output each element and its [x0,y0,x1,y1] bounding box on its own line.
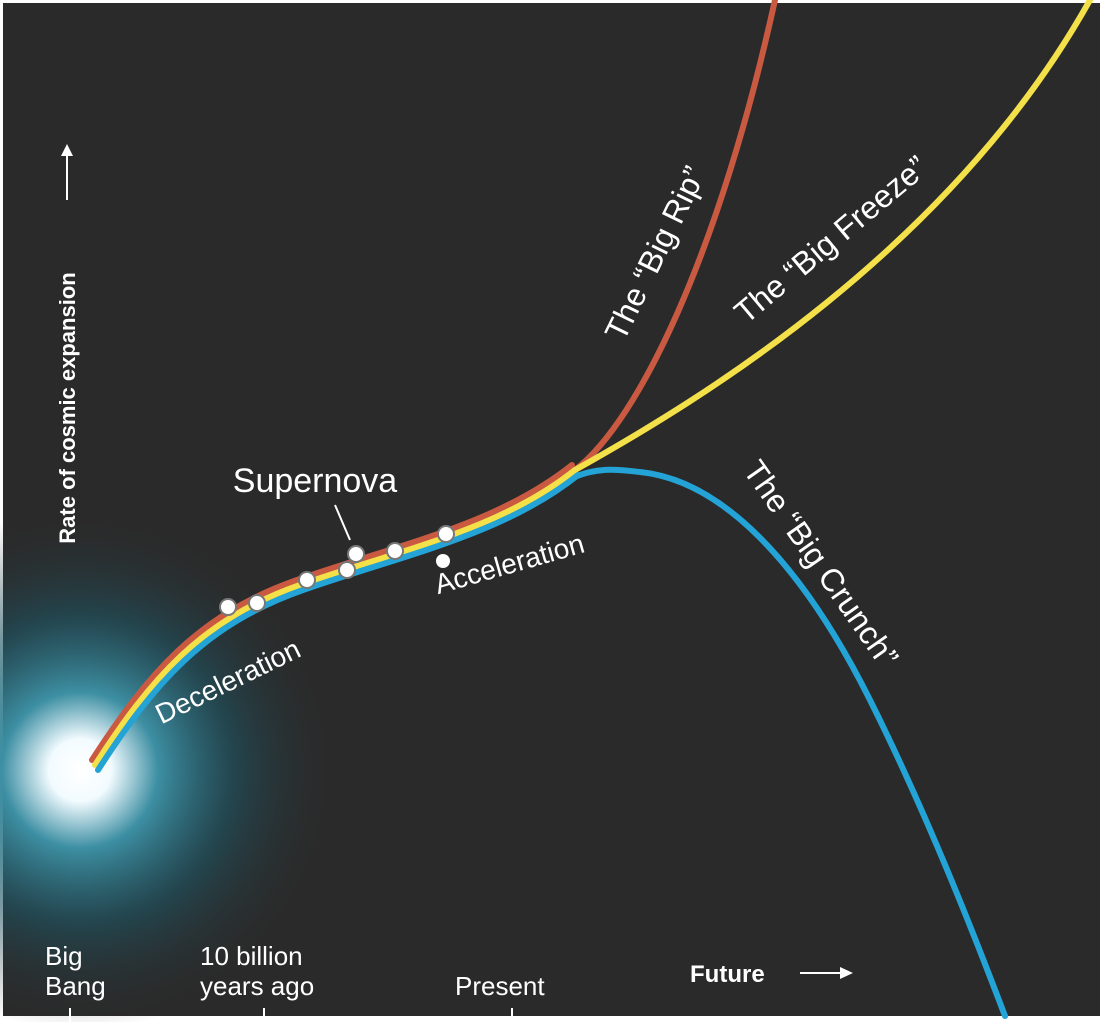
point [249,595,265,611]
point [387,543,403,559]
y-axis-label: Rate of cosmic expansion [55,272,80,543]
point [438,526,454,542]
line: Big [45,941,83,971]
line: years ago [200,971,314,1001]
point [348,546,364,562]
line: 10 billion [200,941,303,971]
line: Present [455,971,545,1001]
point [299,572,315,588]
timeline-label: Future [690,961,765,988]
point [339,562,355,578]
supernova-label: Supernova [233,462,398,500]
timeline-label: Present [455,971,545,1001]
diagram: Supernova Deceleration Acceleration The … [0,0,1109,1022]
line: Bang [45,971,106,1001]
line: Future [690,961,765,988]
point [220,599,236,615]
